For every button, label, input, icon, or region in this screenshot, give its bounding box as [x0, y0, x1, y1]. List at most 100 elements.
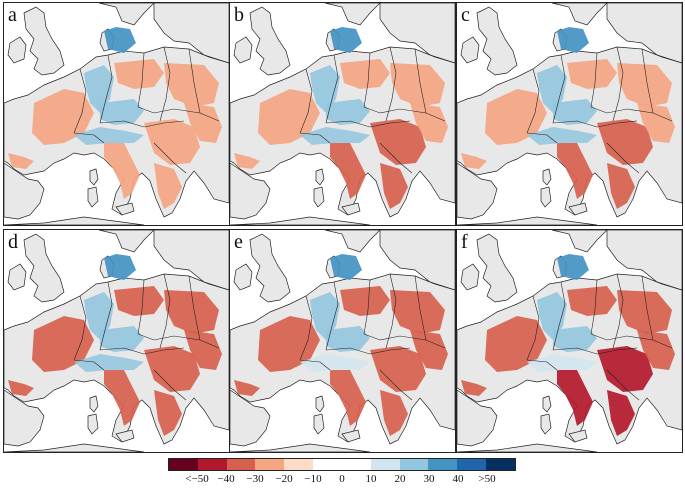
land-area	[457, 216, 598, 225]
panel-label-d: d	[8, 231, 18, 253]
land-area	[379, 230, 455, 291]
country-border	[385, 46, 397, 122]
land-area	[313, 413, 325, 435]
land-area	[153, 230, 229, 291]
anomaly-region	[100, 99, 144, 125]
anomaly-region	[144, 119, 200, 165]
land-area	[606, 230, 682, 291]
anomaly-region	[326, 326, 370, 352]
country-border	[552, 54, 566, 124]
colorbar-cell	[169, 459, 198, 470]
panel-label-e: e	[234, 231, 243, 253]
anomaly-region	[104, 254, 136, 280]
anomaly-region	[597, 119, 653, 165]
anomaly-region	[340, 59, 390, 89]
colorbar-tick-label: −10	[304, 473, 322, 485]
anomaly-region	[370, 346, 426, 392]
land-area	[115, 202, 135, 216]
anomaly-region	[617, 63, 672, 107]
anomaly-region	[8, 153, 34, 169]
colorbar-cell	[313, 459, 342, 470]
anomaly-region	[607, 163, 635, 209]
anomaly-region	[164, 63, 219, 107]
land-area	[542, 168, 552, 186]
map-panel-a: a	[3, 2, 230, 226]
country-border	[137, 279, 145, 335]
colorbar-cell	[226, 459, 256, 470]
country-border	[299, 359, 331, 371]
country-border	[299, 295, 313, 361]
anomaly-region	[84, 65, 114, 113]
land-area	[89, 395, 99, 413]
country-border	[73, 295, 87, 361]
anomaly-region	[104, 27, 136, 53]
country-border	[188, 275, 201, 341]
land-area	[7, 36, 27, 64]
land-area	[457, 389, 498, 447]
country-border	[414, 48, 427, 114]
colorbar-cell	[370, 459, 400, 470]
colorbar-tick-label: 10	[365, 473, 377, 485]
land-area	[249, 6, 291, 76]
colorbar-tick-label: 30	[423, 473, 435, 485]
land-area	[87, 413, 99, 435]
country-border	[159, 46, 171, 122]
country-border	[590, 52, 598, 108]
anomaly-region	[330, 143, 366, 199]
anomaly-region	[537, 65, 567, 113]
anomaly-region	[637, 330, 675, 370]
alps-region	[74, 354, 144, 372]
land-area	[568, 202, 588, 216]
land-area	[249, 233, 291, 303]
land-area	[87, 186, 99, 208]
land-area	[230, 216, 371, 225]
country-border	[73, 359, 105, 371]
country-border	[414, 275, 427, 341]
anomaly-region	[114, 286, 164, 316]
land-area	[230, 443, 371, 452]
alps-region	[300, 127, 370, 145]
anomaly-region	[340, 286, 390, 316]
colorbar-tick-label: −40	[217, 473, 235, 485]
anomaly-region	[461, 153, 487, 169]
anomaly-region	[410, 103, 448, 143]
land-area	[4, 216, 145, 225]
anomaly-region	[84, 292, 114, 340]
colorbar-cell	[255, 459, 285, 470]
country-border	[137, 106, 220, 122]
anomaly-region	[32, 89, 94, 145]
country-border	[385, 273, 397, 349]
alps-region	[527, 354, 597, 372]
land-area	[315, 395, 325, 413]
land-area	[4, 389, 45, 447]
land-area	[230, 162, 271, 220]
land-area	[324, 3, 381, 26]
country-border	[526, 68, 540, 134]
anomaly-region	[100, 326, 144, 352]
land-area	[233, 36, 253, 64]
country-border	[379, 142, 413, 174]
map-svg-a	[4, 3, 229, 225]
country-border	[188, 48, 201, 114]
land-area	[551, 230, 608, 253]
land-area	[313, 186, 325, 208]
colorbar-cell	[486, 459, 515, 470]
land-area	[23, 6, 65, 76]
country-border	[363, 52, 371, 108]
country-border	[325, 347, 411, 355]
land-area	[315, 168, 325, 186]
anomaly-region	[114, 59, 164, 89]
anomaly-region	[553, 326, 597, 352]
country-border	[379, 369, 413, 401]
map-panel-c: c	[456, 2, 683, 226]
panel-label-a: a	[8, 4, 17, 26]
anomaly-region	[104, 143, 140, 199]
anomaly-region	[184, 330, 222, 370]
colorbar-tick-label: >50	[478, 473, 496, 485]
colorbar-cell	[399, 459, 429, 470]
country-border	[363, 279, 371, 335]
anomaly-region	[8, 380, 34, 396]
country-border	[363, 106, 446, 122]
country-border	[99, 120, 185, 128]
colorbar-tick-label: −30	[246, 473, 264, 485]
